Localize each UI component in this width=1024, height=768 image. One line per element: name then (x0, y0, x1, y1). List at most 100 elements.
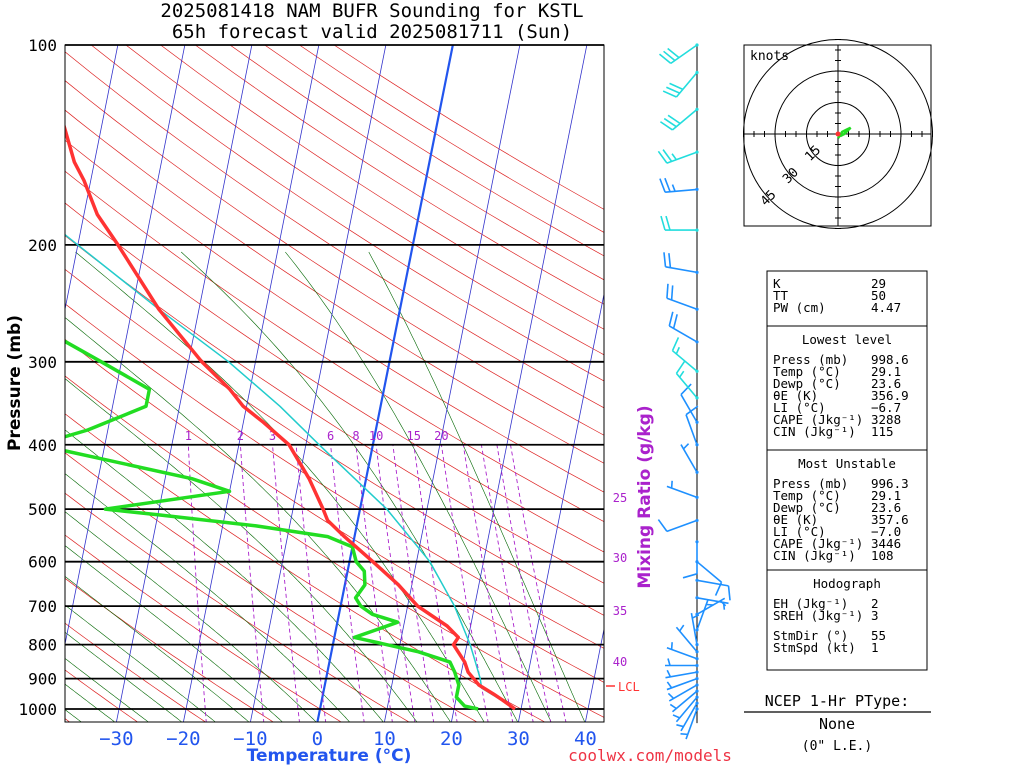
isotherm (451, 45, 588, 722)
wind-barb (675, 624, 699, 654)
wind-barb (660, 215, 699, 232)
mixing-ratio-tick-label: 10 (369, 429, 383, 443)
moist-adiabat (65, 317, 451, 722)
dry-adiabat (65, 338, 604, 683)
pressure-tick-label: 900 (28, 670, 57, 689)
mu-title: Most Unstable (798, 456, 896, 471)
isotherm (65, 45, 119, 312)
isotherm (585, 627, 604, 722)
dry-adiabat (65, 669, 139, 722)
mixing-ratio-label: Mixing Ratio (g/kg) (635, 405, 655, 588)
hodo-title: Hodograph (813, 576, 881, 591)
moist-adiabat (285, 251, 552, 722)
dewpoint-line (65, 339, 479, 711)
mixing-ratio-line (295, 444, 327, 722)
isotherm (65, 45, 186, 647)
mu-label: LI (°C) (773, 524, 826, 539)
lowest-value: 356.9 (871, 388, 909, 403)
hodograph-storm-motion (835, 131, 841, 137)
mixing-ratio-tick-label: 25 (613, 491, 627, 505)
mixing-ratio-line (510, 444, 567, 722)
general-label: K (773, 276, 781, 291)
wind-barb (676, 701, 699, 732)
dry-adiabat (65, 170, 604, 523)
wind-barb (663, 252, 699, 274)
moist-adiabat (65, 473, 351, 722)
mixing-ratio-tick-label: 6 (327, 429, 334, 443)
dry-adiabat (65, 375, 604, 718)
isotherm (116, 45, 253, 722)
background-lines (65, 45, 604, 722)
moist-adiabat (65, 511, 317, 722)
pressure-tick-labels: 100 200 300 400 500 600 700 800 900 1000 (18, 36, 57, 719)
lowest-value: 29.1 (871, 364, 901, 379)
mu-label: Dewp (°C) (773, 500, 841, 515)
credit-text: coolwx.com/models (568, 746, 732, 765)
lowest-label: Press (mb) (773, 352, 848, 367)
hodo-label: EH (Jkg⁻¹) (773, 596, 848, 611)
mu-label: Press (mb) (773, 476, 848, 491)
hodo-value: 2 (871, 596, 879, 611)
mixing-ratio-tick-label: 1 (185, 429, 192, 443)
mixing-ratio-line (355, 444, 393, 722)
wind-barb (671, 337, 699, 373)
isotherm (183, 45, 320, 722)
wind-barb (695, 560, 723, 596)
mixing-ratio-tick-label: 35 (613, 604, 627, 618)
lowest-label: LI (°C) (773, 400, 826, 415)
moist-adiabat (65, 631, 183, 722)
lowest-label: CIN (Jkg⁻¹) (773, 424, 856, 439)
general-value: 29 (871, 276, 886, 291)
wind-barb (666, 480, 699, 499)
hodo-value: 1 (871, 640, 879, 655)
mixing-ratio-line (330, 444, 365, 722)
pressure-tick-label: 600 (28, 553, 57, 572)
dry-adiabat (65, 413, 546, 722)
mixing-ratio-tick-label: 30 (613, 551, 627, 565)
mixing-ratio-line (496, 444, 552, 722)
dry-adiabat (65, 492, 410, 722)
pressure-tick-label: 300 (28, 353, 57, 372)
hodo-value: 55 (871, 628, 886, 643)
mixing-ratio-tick-label: 8 (352, 429, 359, 443)
general-value: 50 (871, 288, 886, 303)
isotherm (384, 45, 521, 722)
dry-adiabat (65, 452, 478, 722)
mu-label: CIN (Jkg⁻¹) (773, 548, 856, 563)
mu-label: CAPE (Jkg⁻¹) (773, 536, 863, 551)
wind-barb (680, 707, 699, 740)
temperature-tick-label: −30 (99, 728, 133, 750)
wind-barb (695, 578, 731, 601)
wind-barb (675, 360, 699, 400)
isotherm (250, 45, 387, 722)
lowest-label: CAPE (Jkg⁻¹) (773, 412, 863, 427)
dry-adiabat (65, 51, 604, 409)
mu-value: 108 (871, 548, 894, 563)
pressure-tick-label: 800 (28, 636, 57, 655)
moist-adiabat (65, 658, 149, 722)
mixing-ratio-line (187, 444, 207, 722)
mixing-ratio-line (375, 444, 416, 722)
wind-barb (669, 689, 699, 713)
temperature-tick-label: −10 (233, 728, 267, 750)
y-axis-label: Pressure (mb) (5, 315, 25, 451)
lowest-value: 998.6 (871, 352, 909, 367)
lowest-label: Dewp (°C) (773, 376, 841, 391)
mixing-ratio-line (462, 444, 514, 722)
dry-adiabat (90, 45, 604, 382)
ptype-amount: (0" L.E.) (802, 739, 872, 754)
lowest-label: Temp (°C) (773, 364, 841, 379)
chart-subtitle: 65h forecast valid 2025081711 (Sun) (172, 21, 572, 43)
mu-value: 29.1 (871, 488, 901, 503)
dry-adiabat (125, 45, 604, 356)
wind-barb (657, 518, 699, 533)
hodo-value: 3 (871, 608, 879, 623)
mu-value: −7.0 (871, 524, 901, 539)
lcl-label: LCL (618, 680, 640, 694)
dry-adiabat (65, 139, 604, 493)
ptype-title: NCEP 1-Hr PType: (765, 692, 910, 710)
dry-adiabat (65, 202, 604, 553)
pressure-tick-label: 200 (28, 236, 57, 255)
